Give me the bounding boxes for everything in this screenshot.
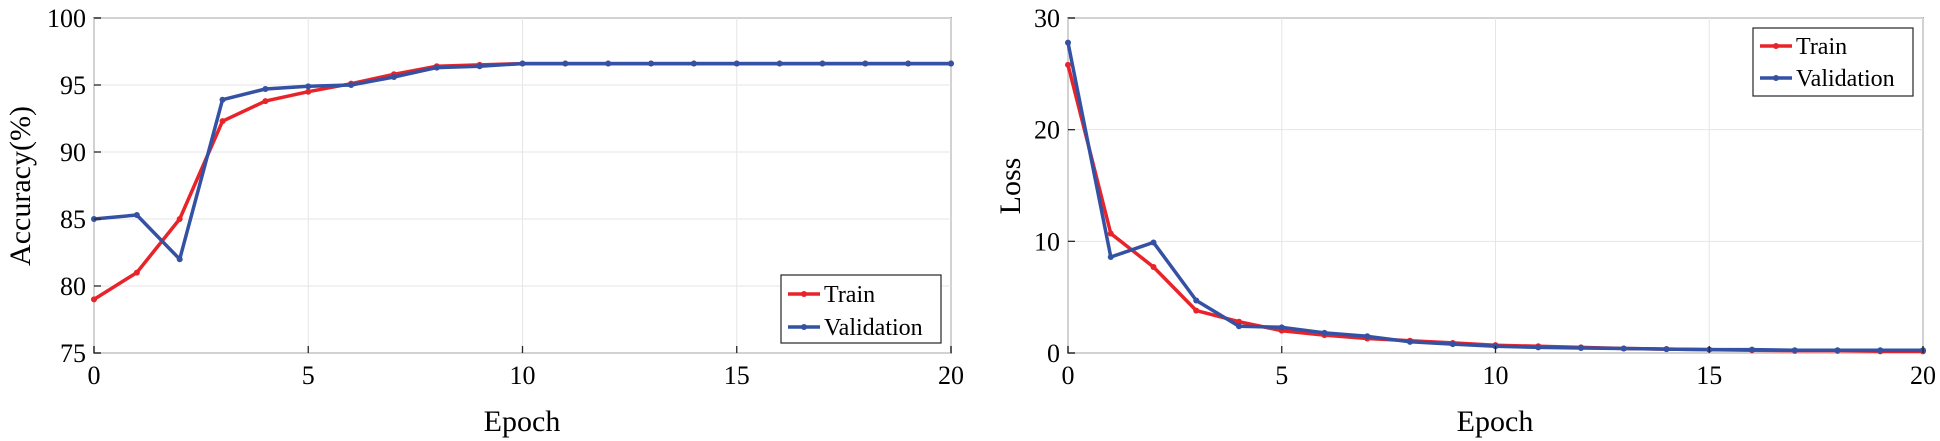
loss-xlabel: Epoch [1457,405,1534,438]
accuracy-xtick-label: 15 [724,361,750,390]
accuracy-xlabel: Epoch [484,405,561,438]
loss-validation-point [1321,329,1328,336]
accuracy-validation-point [733,60,740,67]
loss-train-point [1193,307,1200,314]
accuracy-validation-point [219,96,226,103]
accuracy-xtick-label: 0 [88,361,101,390]
accuracy-ytick-label: 75 [60,339,86,368]
loss-legend-train-label: Train [1796,34,1847,60]
loss-validation-point [1749,346,1755,353]
accuracy-validation-point [862,60,869,67]
loss-validation-point [1791,347,1798,354]
accuracy-ytick-label: 95 [60,71,86,100]
accuracy-xtick-label: 20 [938,361,964,390]
accuracy-validation-point [433,64,440,71]
loss-ytick-label: 20 [1034,116,1060,145]
loss-chart: 0 5 10 15 20 0 10 20 30 Epoch Loss Train Validat… [994,4,1936,438]
loss-legend: Train Validation [1752,27,1914,97]
loss-validation-point [1065,39,1071,46]
accuracy-validation-point [133,211,140,218]
loss-ytick-label: 0 [1047,339,1060,368]
loss-ylabel: Loss [994,158,1027,215]
accuracy-validation-point [605,60,612,67]
accuracy-validation-point [562,60,569,67]
loss-validation-point [1107,253,1114,260]
accuracy-legend-train-marker [801,291,807,297]
accuracy-ylabel: Accuracy(%) [4,106,37,266]
loss-legend-validation-label: Validation [1796,66,1895,92]
loss-validation-point [1877,347,1884,354]
loss-xtick-label: 0 [1062,361,1075,390]
accuracy-validation-point [690,60,697,67]
accuracy-validation-point [948,60,954,67]
loss-validation-point [1407,338,1413,345]
loss-train-point [1107,230,1114,237]
loss-validation-point [1578,344,1584,351]
loss-train-point [1065,61,1071,68]
loss-train-point [1236,318,1242,325]
accuracy-train-point [262,98,269,105]
loss-validation-point [1834,347,1841,354]
accuracy-ytick-label: 80 [60,272,86,301]
loss-ytick-label: 30 [1034,4,1060,33]
accuracy-validation-point [905,60,912,67]
loss-validation-point [1278,324,1285,331]
loss-legend-validation-marker [1773,75,1779,81]
accuracy-validation-point [648,60,655,67]
loss-validation-point [1236,323,1242,330]
accuracy-legend-train-label: Train [824,282,875,308]
loss-validation-point [1364,333,1371,340]
accuracy-legend: Train Validation [780,274,942,344]
accuracy-validation-point [476,63,483,70]
loss-validation-point [1620,345,1627,352]
loss-validation-point [1449,341,1456,348]
loss-train-point [1150,264,1157,271]
loss-xtick-label: 10 [1483,361,1509,390]
accuracy-train-point [91,296,97,303]
accuracy-legend-validation-label: Validation [824,315,923,341]
loss-xtick-label: 5 [1275,361,1288,390]
accuracy-ytick-label: 90 [60,138,86,167]
accuracy-xtick-label: 5 [302,361,315,390]
accuracy-validation-point [305,83,312,90]
accuracy-validation-point [519,60,526,67]
accuracy-ytick-label: 85 [60,205,86,234]
accuracy-legend-validation-marker [801,324,807,330]
accuracy-validation-point [390,73,397,80]
loss-xtick-label: 20 [1910,361,1936,390]
accuracy-train-point [176,216,183,222]
loss-legend-train-marker [1773,43,1779,49]
accuracy-validation-point [819,60,826,67]
loss-xtick-label: 15 [1696,361,1722,390]
accuracy-validation-point [176,256,183,263]
accuracy-train-point [219,118,226,125]
loss-validation-point [1193,297,1200,304]
loss-validation-point [1663,346,1670,353]
accuracy-validation-point [348,82,355,88]
accuracy-train-point [133,269,140,276]
accuracy-ytick-label: 100 [47,4,86,33]
loss-validation-point [1150,239,1157,246]
accuracy-xtick-label: 10 [510,361,536,390]
loss-validation-point [1535,344,1542,351]
accuracy-train-point [305,88,312,95]
loss-ytick-label: 10 [1034,227,1060,256]
accuracy-validation-point [776,60,783,67]
accuracy-validation-point [262,86,269,93]
